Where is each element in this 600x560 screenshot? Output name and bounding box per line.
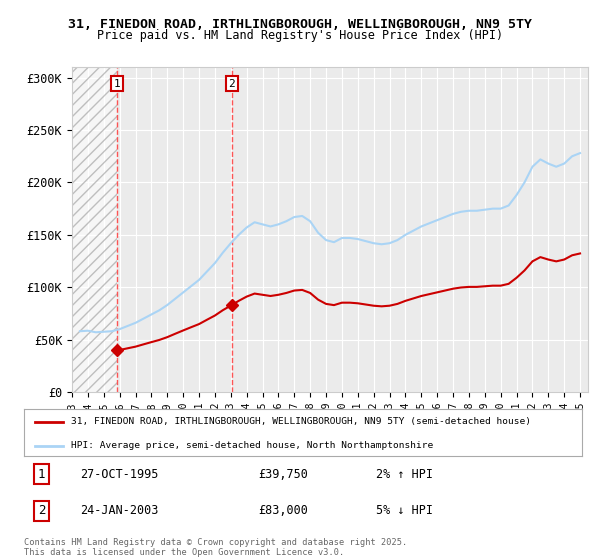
Text: HPI: Average price, semi-detached house, North Northamptonshire: HPI: Average price, semi-detached house,… [71,441,434,450]
Text: 27-OCT-1995: 27-OCT-1995 [80,468,158,481]
Text: £39,750: £39,750 [259,468,308,481]
Text: 1: 1 [38,468,46,481]
Bar [72,67,117,392]
Text: Contains HM Land Registry data © Crown copyright and database right 2025.
This d: Contains HM Land Registry data © Crown c… [24,538,407,557]
Text: 31, FINEDON ROAD, IRTHLINGBOROUGH, WELLINGBOROUGH, NN9 5TY (semi-detached house): 31, FINEDON ROAD, IRTHLINGBOROUGH, WELLI… [71,417,532,426]
Text: 2: 2 [229,78,235,88]
Text: 24-JAN-2003: 24-JAN-2003 [80,504,158,517]
Text: £83,000: £83,000 [259,504,308,517]
Text: 2% ↑ HPI: 2% ↑ HPI [376,468,433,481]
Text: 5% ↓ HPI: 5% ↓ HPI [376,504,433,517]
Text: 1: 1 [113,78,120,88]
Text: 31, FINEDON ROAD, IRTHLINGBOROUGH, WELLINGBOROUGH, NN9 5TY: 31, FINEDON ROAD, IRTHLINGBOROUGH, WELLI… [68,18,532,31]
Text: 2: 2 [38,504,46,517]
Text: Price paid vs. HM Land Registry's House Price Index (HPI): Price paid vs. HM Land Registry's House … [97,29,503,42]
